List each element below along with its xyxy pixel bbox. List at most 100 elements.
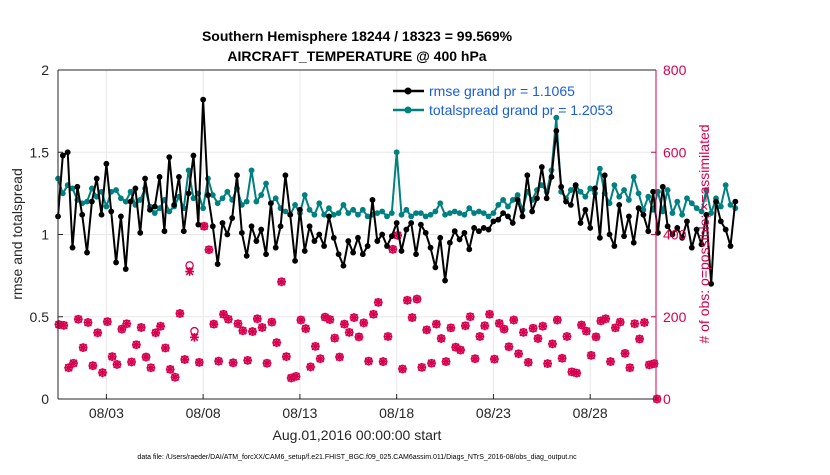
obs-assimilated-point [606,357,615,366]
obs-assimilated-point [402,295,412,305]
rmse-point [413,251,419,258]
rmse-point [234,172,240,179]
obs-assimilated-point [185,267,194,276]
obs-assimilated-point [417,362,427,372]
obs-assimilated-point [340,319,349,329]
obs-assimilated-point [98,368,107,378]
obs-assimilated-point [228,358,238,368]
totalspread-point [480,210,487,217]
totalspread-point [272,195,279,202]
rmse-point [722,226,729,233]
axis-layer: 0 0.5 1 1.5 2 0 200 400 600 800 08/03 08/08 08/13 08/… [30,62,687,421]
rmse-point [567,201,574,208]
obs-assimilated-point [591,332,601,342]
obs-assimilated-point [330,333,340,343]
rmse-point [437,234,444,241]
rmse-point [209,223,216,230]
rmse-point [626,213,632,220]
totalspread-point [621,187,627,193]
y-right-tick-label: 600 [663,144,687,160]
rmse-point [553,127,560,134]
rmse-point [732,198,739,205]
obs-assimilated-point [393,230,403,240]
obs-assimilated-point [465,312,475,322]
rmse-point [422,229,429,236]
rmse-point [432,264,439,271]
obs-assimilated-point [460,321,470,331]
obs-assimilated-point [649,359,659,369]
totalspread-point [384,213,390,220]
rmse-point [417,221,424,228]
obs-assimilated-point [644,360,654,370]
obs-assimilated-point [572,368,582,378]
x-tick-label: 08/28 [573,405,608,421]
obs-assimilated-point [630,319,640,329]
obs-assimilated-point [480,321,490,331]
rmse-point [156,174,163,180]
rmse-point [263,251,269,258]
rmse-point [727,243,734,249]
totalspread-point [635,190,642,197]
rmse-point [708,280,715,287]
obs-assimilated-point [436,334,446,343]
y-right-tick-label: 200 [663,309,687,325]
totalspread-point [427,211,434,218]
totalspread-point [326,205,332,212]
totalspread-point [693,205,700,212]
obs-assimilated-point [151,328,161,338]
rmse-point [713,198,719,205]
totalspread-point [321,211,328,218]
rmse-point [272,244,279,251]
rmse-point [103,160,110,167]
obs-assimilated-point [398,364,407,374]
totalspread-point [645,193,652,200]
rmse-point [717,218,724,225]
obs-assimilated-point [581,326,591,336]
totalspread-point [200,205,207,212]
totalspread-point [577,188,584,195]
rmse-point [650,188,656,195]
totalspread-point [451,208,458,215]
totalspread-point [509,197,516,203]
rmse-point [117,213,124,220]
obs-assimilated-point [146,363,156,373]
rmse-point [582,206,589,213]
x-tick-label: 08/18 [379,405,414,421]
rmse-point [403,226,410,233]
obs-assimilated-point [78,343,88,352]
obs-assimilated-point [470,354,480,364]
totalspread-point [413,210,419,217]
rmse-point [277,223,284,230]
data-layer [54,96,739,404]
totalspread-point [461,211,468,218]
obs-assimilated-point [514,349,523,359]
legend-spread-label: totalspread grand pr = 1.2053 [429,102,613,118]
rmse-point [176,174,182,180]
obs-assimilated-point [596,316,606,326]
rmse-point [606,231,613,238]
obs-assimilated-point [117,324,127,334]
obs-assimilated-point [83,318,93,327]
totalspread-point [258,192,265,198]
rmse-point [292,257,298,264]
y-tick-label: 1 [41,227,49,243]
obs-assimilated-point [538,321,548,331]
rmse-point [350,249,357,256]
obs-assimilated-point [281,352,291,362]
y-tick-label: 2 [41,62,49,78]
obs-assimilated-point [652,394,662,404]
rmse-point [248,223,255,230]
rmse-point [688,244,695,251]
obs-assimilated-point [69,358,78,368]
totalspread-point [679,211,686,218]
obs-assimilated-point [306,362,315,372]
obs-assimilated-point [441,357,451,366]
totalspread-point [596,165,603,172]
rmse-point [122,266,129,272]
obs-assimilated-point [490,354,499,364]
rmse-point [519,213,526,220]
totalspread-point [471,210,477,217]
rmse-point [108,208,115,215]
totalspread-point [500,197,507,203]
